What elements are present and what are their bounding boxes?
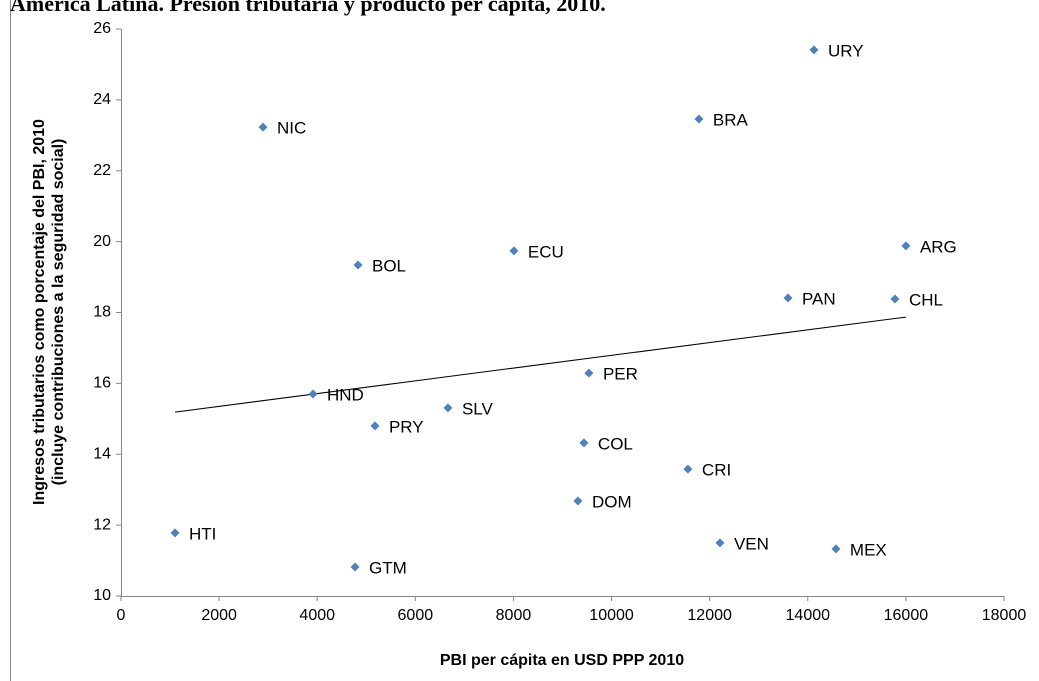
x-tick-label: 10000 — [589, 607, 634, 624]
point-label: HND — [327, 385, 364, 404]
point — [308, 389, 318, 399]
point — [584, 368, 594, 378]
point — [370, 421, 380, 431]
y-tick-label: 22 — [93, 162, 111, 179]
x-tick-label: 2000 — [201, 607, 237, 624]
y-axis-title: (incluye contribuciones a la seguridad s… — [50, 139, 67, 486]
x-tick-label: 14000 — [786, 607, 831, 624]
point — [258, 122, 268, 132]
y-tick-label: 16 — [93, 375, 111, 392]
x-tick-label: 16000 — [884, 607, 929, 624]
point — [694, 114, 704, 124]
point — [831, 544, 841, 554]
point-label: DOM — [592, 493, 632, 512]
point-label: COL — [598, 434, 633, 453]
point — [683, 464, 693, 474]
point-label: CRI — [702, 461, 731, 480]
point — [809, 45, 819, 55]
point-label: CHL — [909, 291, 943, 310]
trendline — [174, 316, 907, 413]
point-label: PRY — [389, 417, 424, 436]
point-label: MEX — [850, 540, 887, 559]
point — [715, 538, 725, 548]
x-tick-label: 6000 — [398, 607, 434, 624]
x-tick-label: 12000 — [687, 607, 732, 624]
point — [170, 528, 180, 538]
point-label: ECU — [528, 242, 564, 261]
point-label: BRA — [713, 110, 749, 129]
point — [901, 241, 911, 251]
x-tick-label: 4000 — [299, 607, 335, 624]
y-tick-label: 14 — [93, 445, 111, 462]
y-tick-label: 24 — [93, 91, 111, 108]
point — [350, 562, 360, 572]
point-label: ARG — [920, 237, 957, 256]
point-label: GTM — [369, 558, 407, 577]
x-tick-label: 18000 — [982, 607, 1027, 624]
point-label: VEN — [734, 534, 769, 553]
point — [573, 496, 583, 506]
y-tick-label: 12 — [93, 516, 111, 533]
point-label: URY — [828, 41, 864, 60]
point — [890, 294, 900, 304]
point — [783, 293, 793, 303]
y-axis-title: Ingresos tributarios como porcentaje del… — [31, 119, 48, 505]
point — [443, 403, 453, 413]
x-tick-label: 8000 — [496, 607, 532, 624]
point-label: HTI — [189, 524, 216, 543]
point — [579, 438, 589, 448]
y-tick-label: 26 — [93, 20, 111, 37]
point-label: PAN — [802, 289, 836, 308]
point — [509, 246, 519, 256]
y-tick-label: 10 — [93, 587, 111, 604]
point-label: NIC — [277, 119, 306, 138]
point — [353, 260, 363, 270]
y-tick-label: 20 — [93, 233, 111, 250]
chart-title: América Latina. Presión tributaria y pro… — [10, 0, 606, 16]
point-label: SLV — [462, 399, 494, 418]
point-label: PER — [603, 365, 638, 384]
y-tick-label: 18 — [93, 304, 111, 321]
x-axis-title: PBI per cápita en USD PPP 2010 — [440, 652, 684, 669]
x-tick-label: 0 — [117, 607, 126, 624]
point-label: BOL — [372, 256, 406, 275]
